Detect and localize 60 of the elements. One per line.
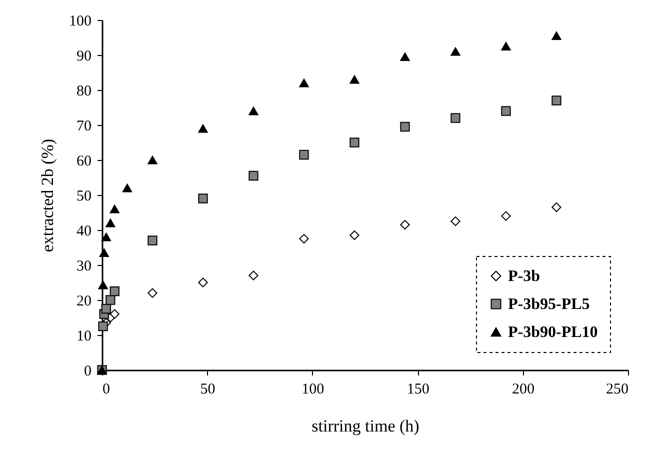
x-tick-label: 50 <box>200 382 216 398</box>
point <box>248 170 258 181</box>
point <box>350 75 360 84</box>
x-tick-label: 150 <box>406 382 430 398</box>
x-tick-label: 250 <box>606 382 628 398</box>
point <box>198 278 208 288</box>
point <box>110 286 120 296</box>
point <box>98 280 108 290</box>
y-tick-label: 40 <box>76 224 92 240</box>
point <box>148 236 158 246</box>
point <box>99 248 109 257</box>
point <box>400 122 410 132</box>
x-tick-label: 100 <box>302 382 324 398</box>
point <box>552 96 562 106</box>
point <box>299 150 309 160</box>
point <box>299 78 309 88</box>
point <box>148 288 158 298</box>
y-axis-title: extracted 2b (%) <box>38 138 57 252</box>
x-axis-title: stirring time (h) <box>312 416 420 436</box>
point <box>101 304 112 314</box>
point <box>198 194 208 204</box>
point <box>501 106 511 116</box>
point <box>248 270 258 280</box>
point <box>400 52 410 61</box>
point <box>101 232 112 242</box>
y-tick-label: 10 <box>76 328 92 344</box>
point <box>552 32 562 40</box>
legend-label: P-3b90-PL10 <box>508 324 598 341</box>
legend-label: P-3b <box>508 268 540 285</box>
y-tick-label: 50 <box>76 188 92 204</box>
x-tick-label: 200 <box>512 382 535 398</box>
point <box>110 204 120 214</box>
point <box>350 138 360 148</box>
y-tick-label: 20 <box>76 294 92 310</box>
point <box>248 106 258 116</box>
x-tick-label: 0 <box>102 382 110 398</box>
point <box>110 309 120 319</box>
point <box>350 230 360 240</box>
point <box>98 321 108 332</box>
point <box>501 211 511 221</box>
point <box>400 220 410 230</box>
point <box>148 156 158 164</box>
point <box>106 218 116 228</box>
y-tick-label: 100 <box>69 14 92 30</box>
point <box>299 234 309 244</box>
point <box>450 47 460 56</box>
y-tick-label: 90 <box>76 48 92 64</box>
point <box>501 42 511 50</box>
y-tick-label: 60 <box>76 154 92 170</box>
point <box>450 113 460 123</box>
y-tick-label: 70 <box>76 118 92 134</box>
y-tick-label: 30 <box>76 258 92 274</box>
point <box>552 202 562 212</box>
y-tick-label: 80 <box>76 84 92 100</box>
point <box>106 295 116 305</box>
point <box>450 216 460 226</box>
point <box>198 124 208 133</box>
legend-label: P-3b95-PL5 <box>508 296 590 313</box>
point <box>122 184 132 192</box>
y-tick-label: 0 <box>84 364 92 380</box>
